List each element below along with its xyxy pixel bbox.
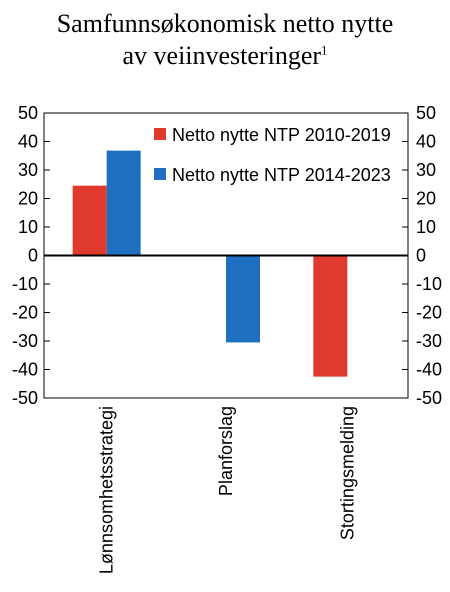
bar-2-1	[106, 150, 141, 256]
bar-1-1	[72, 185, 107, 256]
y-tick-label-left: 40	[18, 132, 38, 152]
x-category-label: Planforslag	[216, 406, 236, 496]
y-tick-label-left: 20	[18, 189, 38, 209]
title-line-2: av veiinvesteringer1	[0, 40, 450, 72]
title-line-2-text: av veiinvesteringer	[122, 41, 322, 70]
y-tick-label-left: -10	[12, 274, 38, 294]
y-tick-label-left: 30	[18, 160, 38, 180]
legend-swatch-2	[154, 168, 166, 180]
y-tick-label-left: -20	[12, 303, 38, 323]
y-tick-label-right: -20	[416, 303, 442, 323]
legend-label-2: Netto nytte NTP 2014-2023	[172, 165, 391, 185]
x-category-label: Stortingsmelding	[337, 406, 357, 540]
y-tick-label-right: 40	[416, 132, 436, 152]
y-tick-label-right: -50	[416, 388, 442, 408]
y-tick-label-right: -30	[416, 331, 442, 351]
y-tick-label-right: 10	[416, 217, 436, 237]
y-tick-label-right: 50	[416, 103, 436, 123]
y-tick-label-right: -10	[416, 274, 442, 294]
y-tick-label-left: 10	[18, 217, 38, 237]
bar-2-2	[226, 255, 260, 343]
y-tick-label-left: -50	[12, 388, 38, 408]
y-tick-label-left: -40	[12, 360, 38, 380]
title-footnote-marker: 1	[321, 42, 328, 58]
chart-title: Samfunnsøkonomisk netto nytte av veiinve…	[0, 8, 450, 72]
legend-swatch-1	[154, 128, 166, 140]
bar-1-3	[313, 255, 348, 377]
y-tick-label-right: 30	[416, 160, 436, 180]
y-tick-label-right: -40	[416, 360, 442, 380]
y-tick-label-right: 20	[416, 189, 436, 209]
y-tick-label-left: 0	[28, 246, 38, 266]
y-tick-label-right: 0	[416, 246, 426, 266]
title-line-1: Samfunnsøkonomisk netto nytte	[56, 9, 394, 38]
legend-label-1: Netto nytte NTP 2010-2019	[172, 125, 391, 145]
y-tick-label-left: -30	[12, 331, 38, 351]
x-category-label: Lønnsomhetsstrategi	[97, 406, 117, 574]
y-tick-label-left: 50	[18, 103, 38, 123]
